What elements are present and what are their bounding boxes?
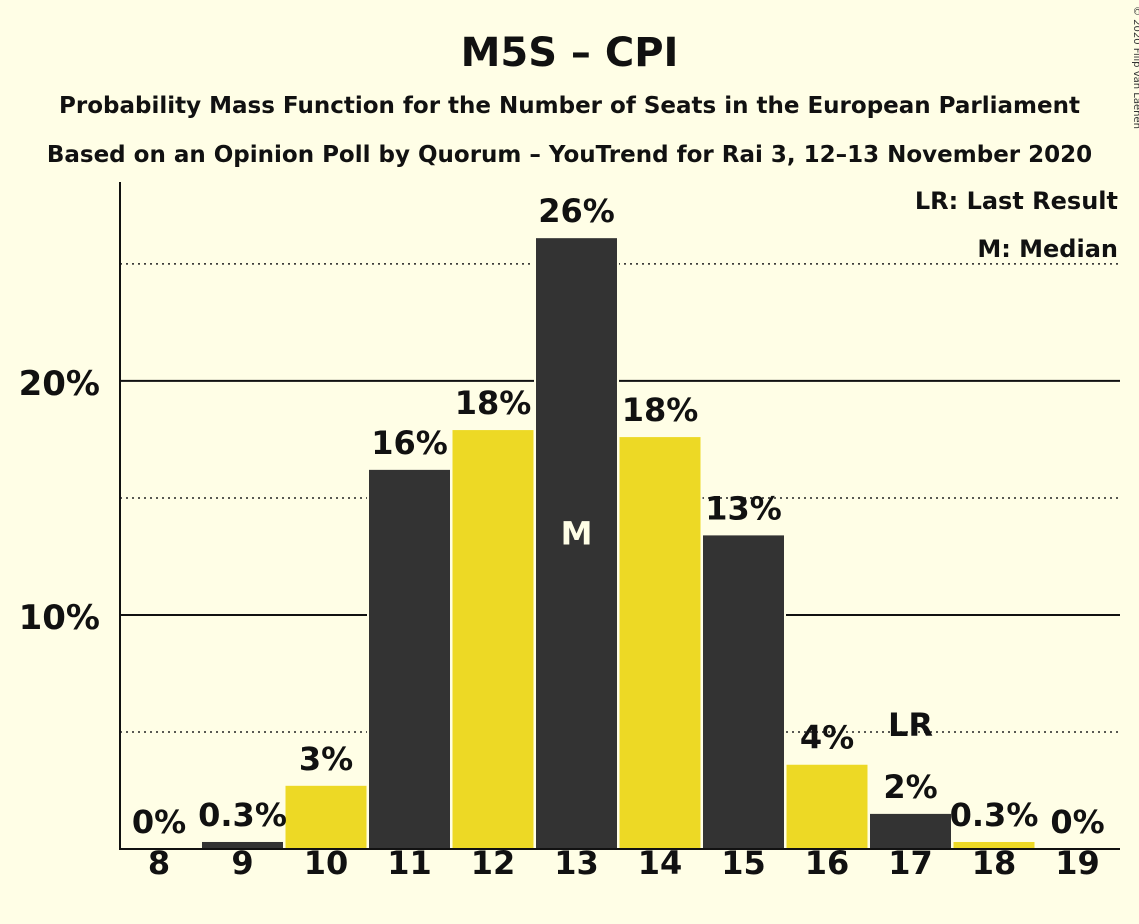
bar-9 (202, 841, 283, 849)
bars (200, 236, 1037, 849)
x-tick-label-12: 12 (471, 844, 516, 882)
y-tick-label-1: 20% (19, 364, 100, 404)
x-tick-label-15: 15 (721, 844, 766, 882)
x-tick-label-19: 19 (1055, 844, 1100, 882)
data-label-18: 0.3% (950, 796, 1039, 834)
data-labels: 0% 0.3%3%16%18%26%M18%13%4%2%LR0.3% 0% (132, 192, 1105, 841)
data-label-12: 18% (455, 384, 532, 422)
data-label-10: 3% (299, 740, 353, 778)
chart-title: M5S – CPI (461, 30, 679, 76)
x-tick-label-10: 10 (304, 844, 349, 882)
bar-18 (953, 841, 1035, 849)
copyright-text: © 2020 Filip van Laenen (1131, 6, 1139, 129)
data-label-8: 0% (132, 803, 186, 841)
legend-last-result: LR: Last Result (915, 187, 1118, 215)
y-tick-label-0: 10% (19, 598, 100, 638)
data-label-11: 16% (371, 424, 448, 462)
median-marker: M (561, 515, 593, 553)
bar-13 (536, 238, 617, 849)
x-tick-label-14: 14 (638, 844, 683, 882)
data-label-17: 2% (883, 768, 937, 806)
bar-10 (285, 785, 367, 849)
bar-14 (619, 437, 701, 849)
bar-17 (870, 813, 951, 849)
chart-subtitle-2: Based on an Opinion Poll by Quorum – You… (47, 142, 1092, 168)
data-label-19: 0% (1050, 803, 1104, 841)
data-label-9: 0.3% (198, 796, 287, 834)
legend-median: M: Median (977, 235, 1118, 263)
x-tick-label-16: 16 (805, 844, 850, 882)
chart-subtitle-1: Probability Mass Function for the Number… (59, 93, 1080, 119)
bar-12 (452, 430, 534, 849)
bar-16 (786, 764, 868, 849)
data-label-15: 13% (705, 489, 782, 527)
x-tick-label-9: 9 (231, 844, 253, 882)
data-label-13: 26% (538, 192, 615, 230)
x-tick-label-13: 13 (554, 844, 599, 882)
data-label-16: 4% (800, 719, 854, 757)
last-result-marker: LR (888, 706, 933, 744)
y-axis-ticks: 10% 20% (19, 364, 100, 638)
bar-15 (703, 535, 784, 849)
x-tick-label-11: 11 (387, 844, 432, 882)
data-label-14: 18% (622, 391, 699, 429)
x-tick-label-8: 8 (148, 844, 170, 882)
bar-11 (369, 469, 450, 849)
x-tick-label-17: 17 (888, 844, 933, 882)
x-tick-label-18: 18 (972, 844, 1017, 882)
x-axis-ticks: 8 9 10 11 12 13 14 15 16 17 18 19 (148, 844, 1100, 882)
